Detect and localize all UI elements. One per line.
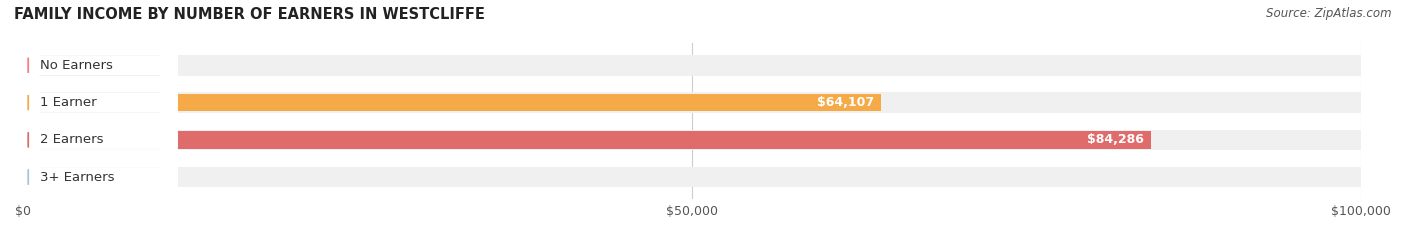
Bar xyxy=(22,55,1361,75)
Text: $0: $0 xyxy=(34,59,51,72)
Text: 1 Earner: 1 Earner xyxy=(41,96,97,109)
Text: 3+ Earners: 3+ Earners xyxy=(41,171,115,184)
Bar xyxy=(22,130,1361,150)
Text: $64,107: $64,107 xyxy=(817,96,875,109)
Bar xyxy=(22,92,1361,113)
Text: 2 Earners: 2 Earners xyxy=(41,133,104,146)
Text: No Earners: No Earners xyxy=(41,59,114,72)
FancyBboxPatch shape xyxy=(22,0,177,233)
FancyBboxPatch shape xyxy=(22,0,177,233)
Bar xyxy=(22,167,1361,187)
Text: $84,286: $84,286 xyxy=(1087,133,1144,146)
FancyBboxPatch shape xyxy=(22,0,177,233)
FancyBboxPatch shape xyxy=(22,0,177,233)
Bar xyxy=(22,131,1150,149)
Bar xyxy=(22,94,880,111)
Text: Source: ZipAtlas.com: Source: ZipAtlas.com xyxy=(1267,7,1392,20)
Text: $0: $0 xyxy=(34,171,51,184)
Text: FAMILY INCOME BY NUMBER OF EARNERS IN WESTCLIFFE: FAMILY INCOME BY NUMBER OF EARNERS IN WE… xyxy=(14,7,485,22)
